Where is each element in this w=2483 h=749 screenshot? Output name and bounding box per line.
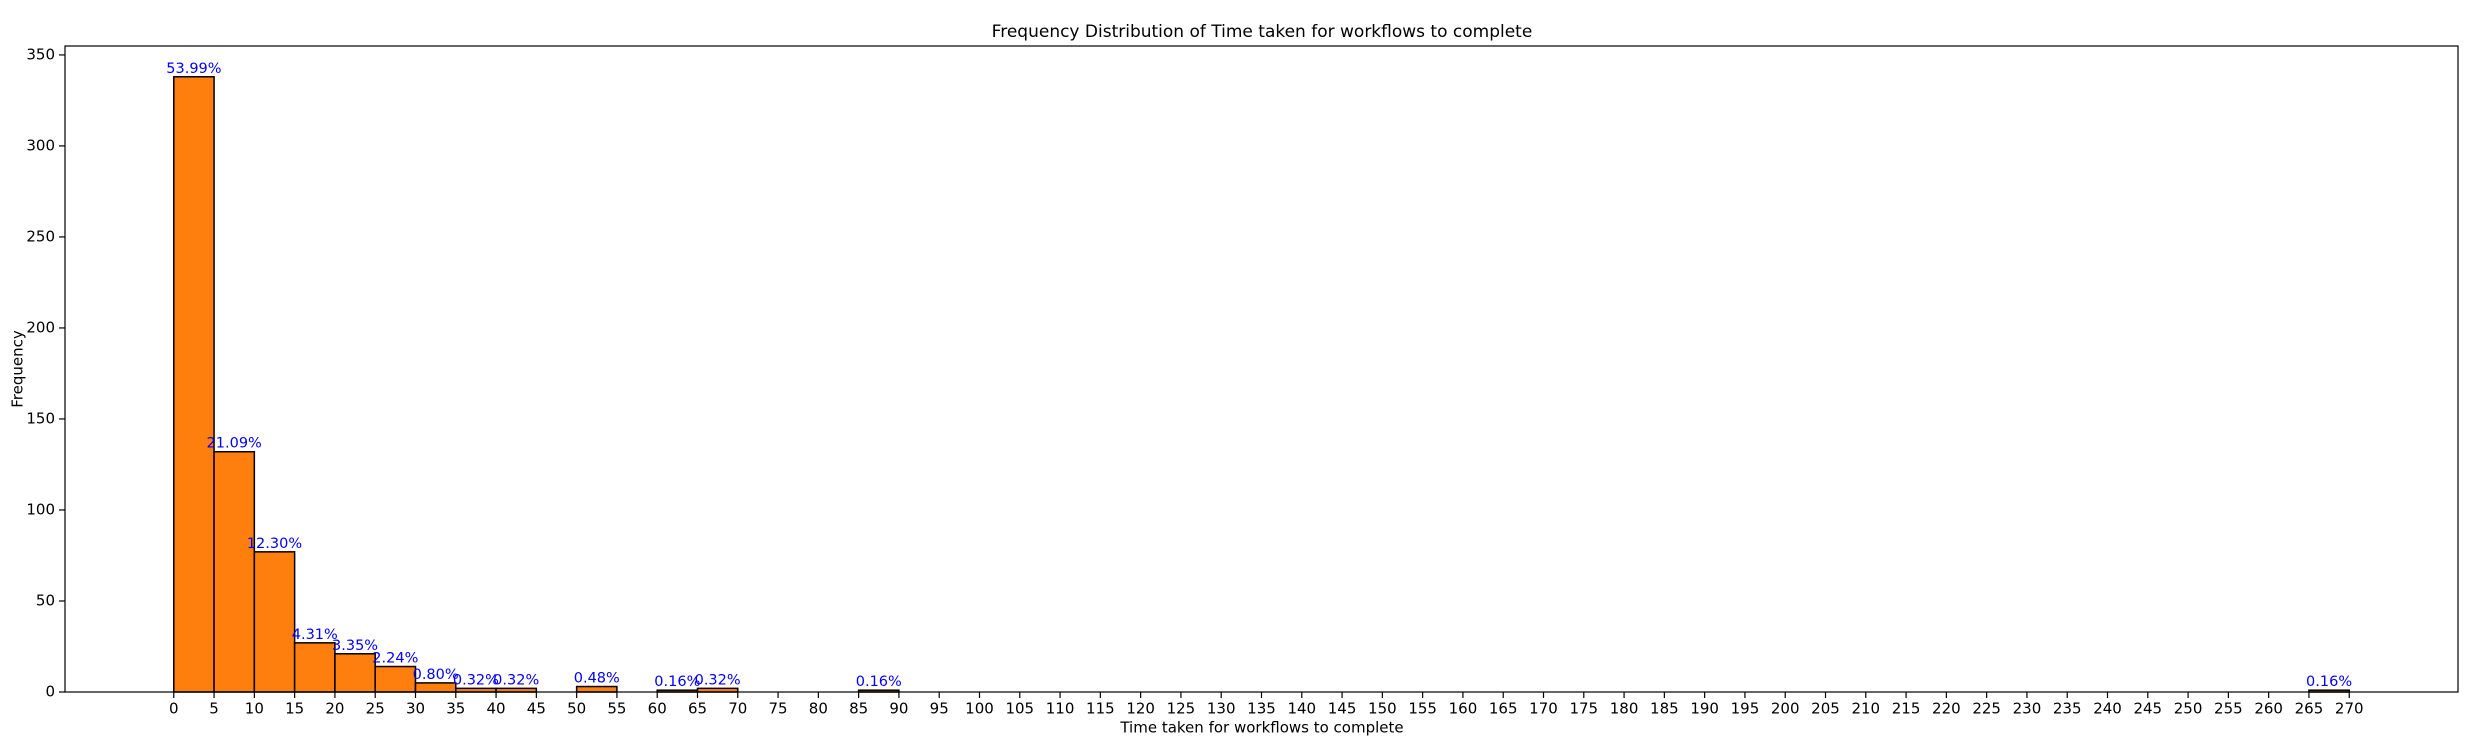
x-tick-label: 55 bbox=[607, 700, 626, 718]
x-tick-label: 265 bbox=[2295, 700, 2324, 718]
y-tick-label: 0 bbox=[45, 683, 55, 701]
x-tick-label: 70 bbox=[728, 700, 747, 718]
value-label: 0.32% bbox=[493, 672, 539, 688]
x-tick-label: 80 bbox=[809, 700, 828, 718]
x-tick-label: 215 bbox=[1892, 700, 1921, 718]
value-label: 12.30% bbox=[247, 536, 302, 552]
chart-title: Frequency Distribution of Time taken for… bbox=[992, 22, 1533, 42]
x-tick-label: 20 bbox=[325, 700, 344, 718]
x-tick-label: 205 bbox=[1811, 700, 1840, 718]
y-tick-label: 150 bbox=[26, 409, 55, 427]
bar bbox=[173, 76, 215, 693]
bar bbox=[374, 665, 417, 693]
value-label: 0.16% bbox=[2306, 674, 2352, 690]
x-tick-label: 235 bbox=[2053, 700, 2082, 718]
x-tick-label: 135 bbox=[1247, 700, 1276, 718]
x-tick-label: 185 bbox=[1650, 700, 1679, 718]
value-label: 0.32% bbox=[695, 672, 741, 688]
x-tick-label: 210 bbox=[1851, 700, 1880, 718]
x-tick-label: 195 bbox=[1731, 700, 1760, 718]
value-label: 4.31% bbox=[292, 627, 338, 643]
y-tick-label: 350 bbox=[26, 45, 55, 63]
value-label: 0.16% bbox=[654, 674, 700, 690]
value-label: 2.24% bbox=[372, 651, 418, 667]
x-tick-label: 50 bbox=[567, 700, 586, 718]
bar bbox=[253, 551, 296, 693]
y-tick-label: 100 bbox=[26, 500, 55, 518]
x-tick-label: 0 bbox=[169, 700, 179, 718]
x-tick-label: 165 bbox=[1489, 700, 1518, 718]
value-label: 0.32% bbox=[453, 672, 499, 688]
x-tick-label: 75 bbox=[769, 700, 788, 718]
x-tick-label: 120 bbox=[1126, 700, 1155, 718]
x-tick-label: 15 bbox=[285, 700, 304, 718]
x-tick-label: 180 bbox=[1610, 700, 1639, 718]
value-label: 0.48% bbox=[574, 671, 620, 687]
y-tick-label: 250 bbox=[26, 227, 55, 245]
x-tick-label: 25 bbox=[366, 700, 385, 718]
value-label: 3.35% bbox=[332, 638, 378, 654]
value-label: 0.16% bbox=[856, 674, 902, 690]
bar bbox=[213, 450, 256, 693]
x-tick-label: 190 bbox=[1690, 700, 1719, 718]
x-tick-label: 85 bbox=[849, 700, 868, 718]
x-tick-label: 60 bbox=[648, 700, 667, 718]
x-tick-label: 105 bbox=[1005, 700, 1034, 718]
x-tick-label: 130 bbox=[1207, 700, 1236, 718]
value-label: 21.09% bbox=[207, 436, 262, 452]
x-tick-label: 45 bbox=[527, 700, 546, 718]
x-tick-label: 160 bbox=[1449, 700, 1478, 718]
x-tick-label: 175 bbox=[1569, 700, 1598, 718]
y-tick-label: 200 bbox=[26, 318, 55, 336]
bar bbox=[575, 685, 618, 693]
value-label: 0.80% bbox=[413, 667, 459, 683]
x-tick-label: 260 bbox=[2254, 700, 2283, 718]
y-axis-label: Frequency bbox=[9, 330, 27, 408]
value-label: 53.99% bbox=[166, 61, 221, 77]
x-tick-label: 95 bbox=[930, 700, 949, 718]
x-tick-label: 245 bbox=[2133, 700, 2162, 718]
x-tick-label: 5 bbox=[209, 700, 219, 718]
bar bbox=[334, 653, 376, 693]
x-tick-label: 200 bbox=[1771, 700, 1800, 718]
x-tick-label: 40 bbox=[487, 700, 506, 718]
x-tick-label: 115 bbox=[1086, 700, 1115, 718]
x-tick-label: 10 bbox=[245, 700, 264, 718]
x-tick-label: 240 bbox=[2093, 700, 2122, 718]
x-tick-label: 100 bbox=[965, 700, 994, 718]
x-tick-label: 170 bbox=[1529, 700, 1558, 718]
x-axis-label: Time taken for workflows to complete bbox=[1119, 719, 1403, 737]
x-tick-label: 30 bbox=[406, 700, 425, 718]
x-tick-label: 220 bbox=[1932, 700, 1961, 718]
x-tick-label: 90 bbox=[889, 700, 908, 718]
x-tick-label: 250 bbox=[2174, 700, 2203, 718]
bar bbox=[414, 682, 457, 693]
bar bbox=[293, 642, 336, 693]
y-tick-label: 50 bbox=[36, 591, 55, 609]
x-tick-label: 255 bbox=[2214, 700, 2243, 718]
plot-frame bbox=[64, 45, 2459, 693]
x-tick-label: 35 bbox=[446, 700, 465, 718]
x-tick-label: 125 bbox=[1167, 700, 1196, 718]
x-tick-label: 65 bbox=[688, 700, 707, 718]
x-tick-label: 225 bbox=[1972, 700, 2001, 718]
x-tick-label: 230 bbox=[2013, 700, 2042, 718]
x-tick-label: 150 bbox=[1368, 700, 1397, 718]
x-tick-label: 270 bbox=[2335, 700, 2364, 718]
x-tick-label: 155 bbox=[1408, 700, 1437, 718]
y-tick-label: 300 bbox=[26, 136, 55, 154]
x-tick-label: 140 bbox=[1287, 700, 1316, 718]
x-tick-label: 110 bbox=[1046, 700, 1075, 718]
x-tick-label: 145 bbox=[1328, 700, 1357, 718]
